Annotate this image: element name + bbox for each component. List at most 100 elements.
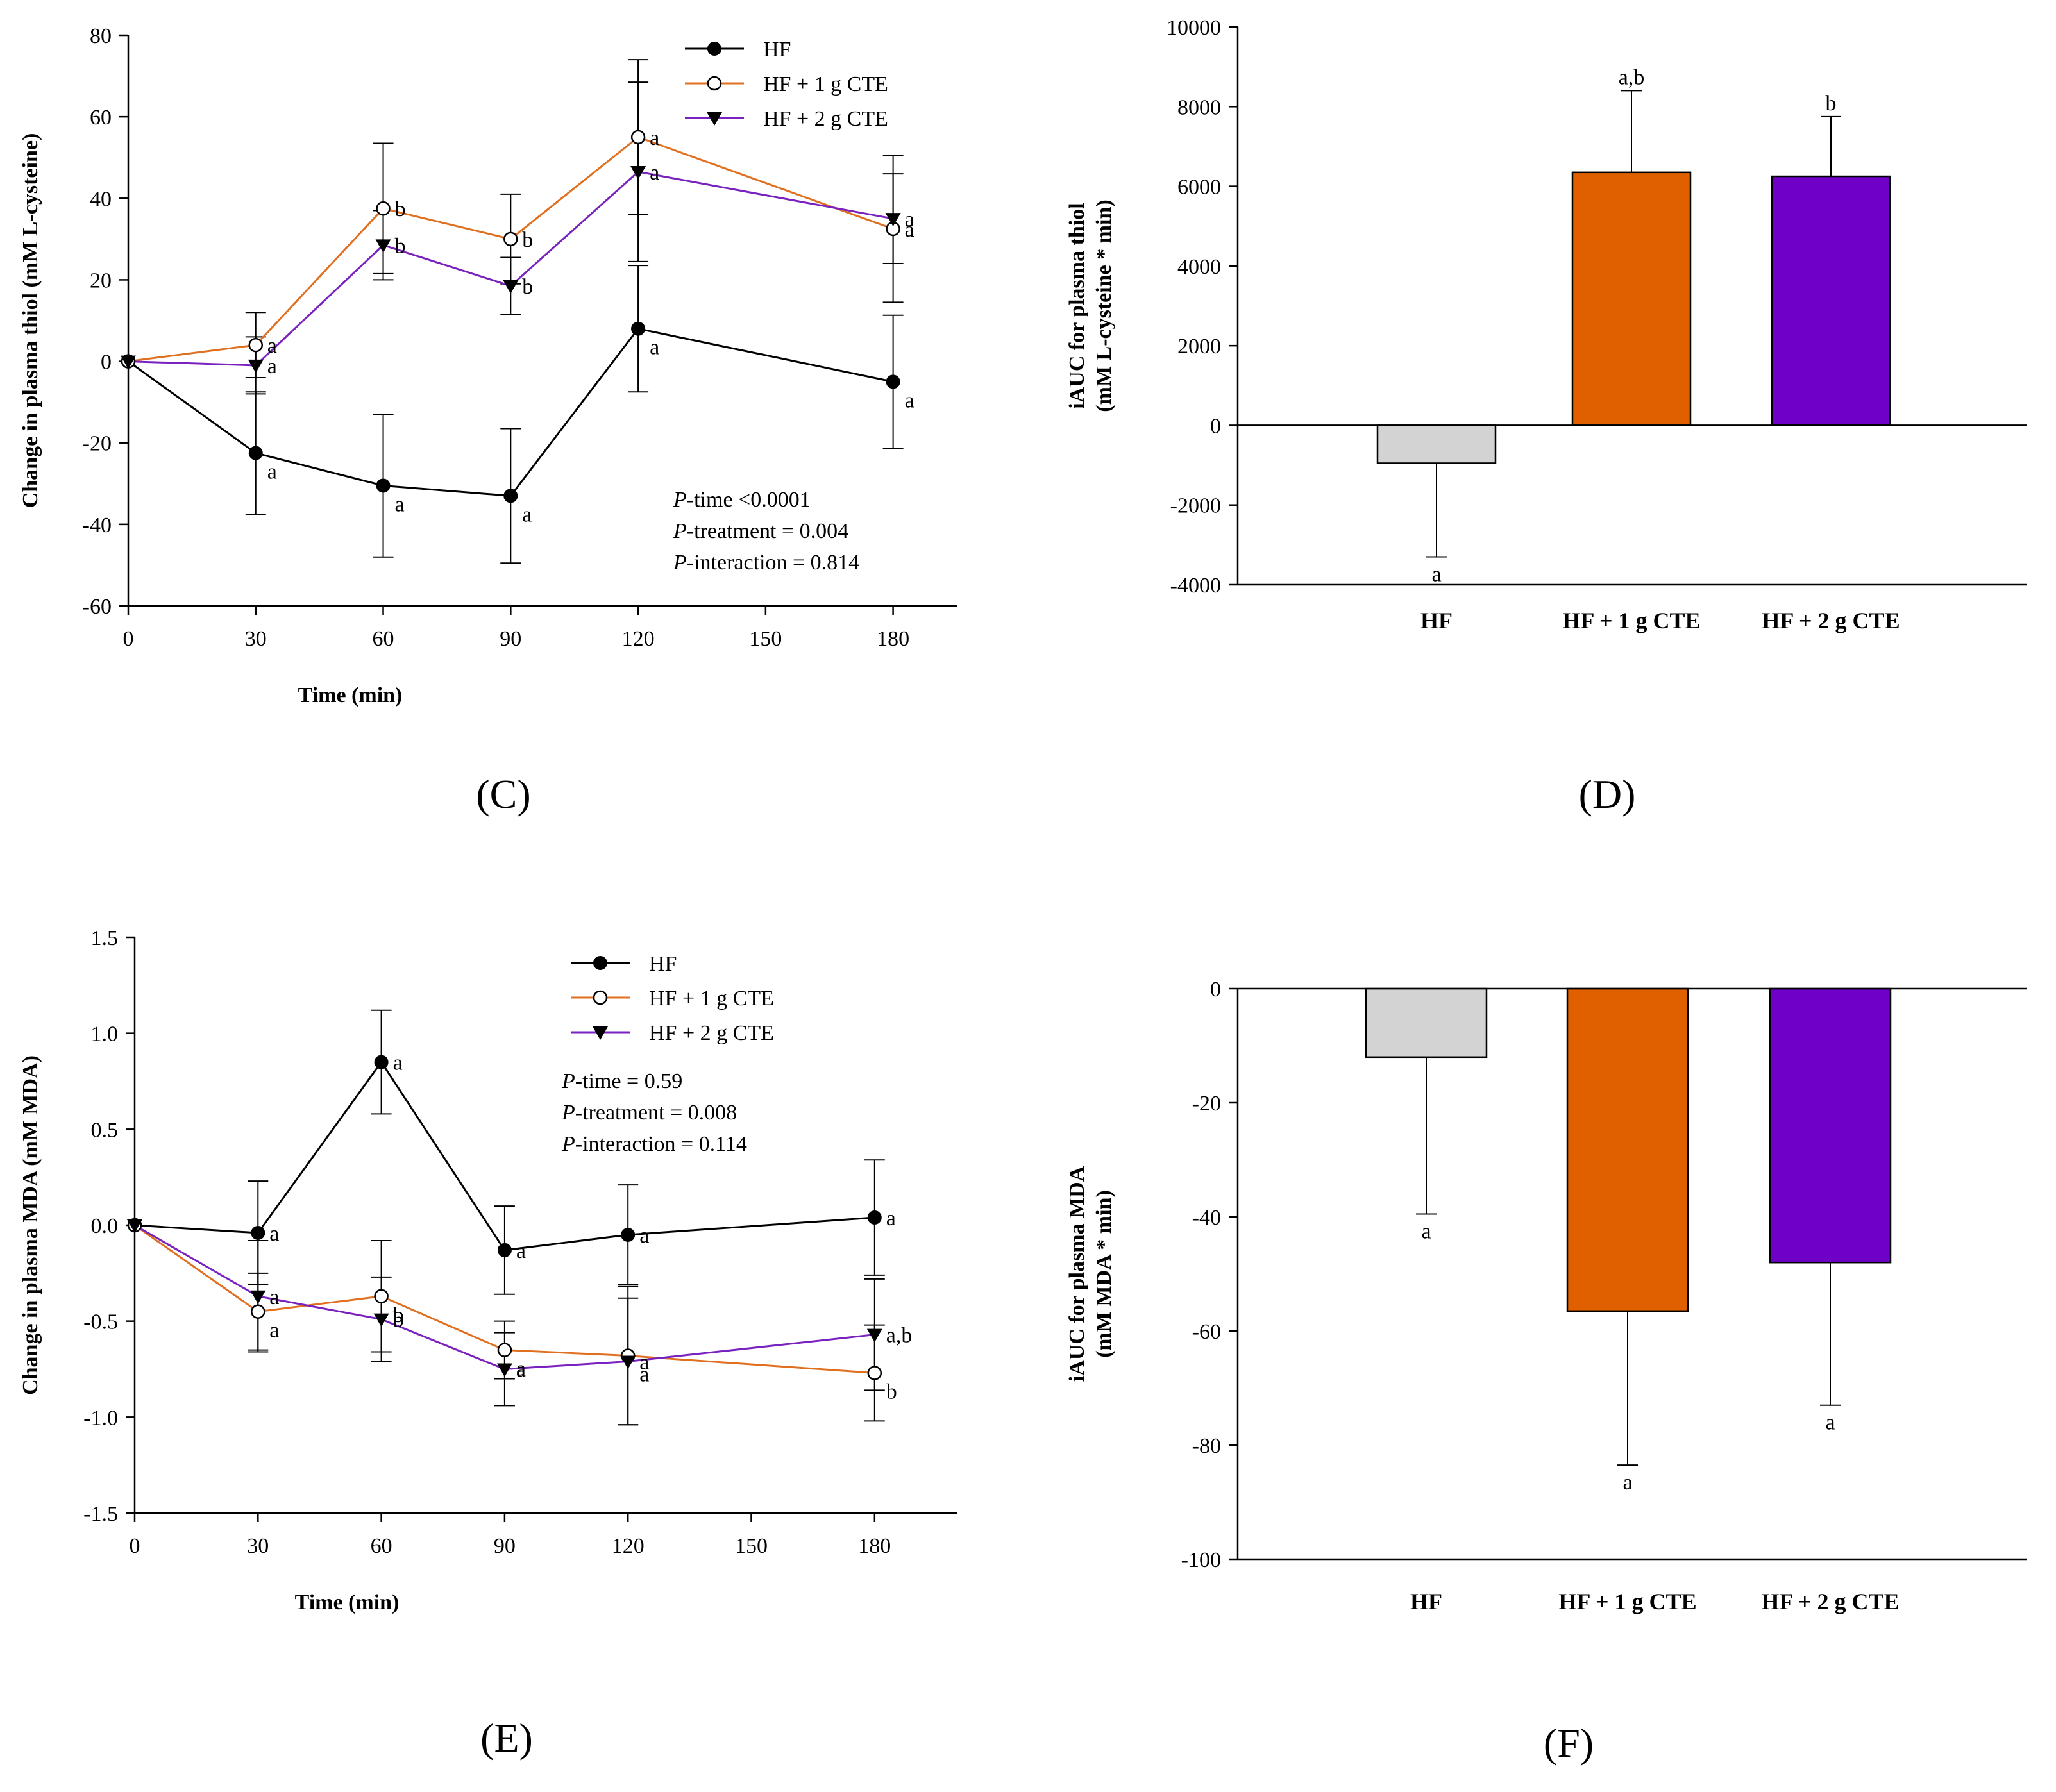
panel-e-series-hf-1-g-cte-significance-label: b (886, 1380, 897, 1403)
panel-d-y-axis-label: (mM L-cysteine * min) (1092, 199, 1116, 412)
panel-e-series-hf-point (867, 1210, 882, 1225)
panel-e-y-axis-label: Change in plasma MDA (mM MDA) (19, 1055, 42, 1395)
panel-c-series-hf-2-g-cte-point (248, 359, 264, 373)
panel-e-series-hf-2-g-cte-significance-label: a (516, 1359, 526, 1382)
panel-e-ytick-label: 1.5 (91, 926, 119, 950)
panel-e-ytick-label: -0.5 (83, 1311, 118, 1334)
panel-f-bar-error-hf (1416, 1057, 1437, 1215)
panel-d-category-label: HF (1420, 608, 1453, 633)
panel-c-series-hf-significance-label: a (267, 460, 277, 484)
panel-c-stat-text: P-interaction = 0.814 (673, 551, 859, 574)
panel-e-series-hf-1-g-cte-point (374, 1289, 389, 1304)
panel-e-xtick-label: 60 (371, 1534, 392, 1558)
panel-f-ytick-label: -80 (1192, 1434, 1221, 1458)
panel-e-series-hf-point (251, 1225, 265, 1240)
panel-d-category-label: HF + 1 g CTE (1562, 608, 1700, 633)
panel-c-xtick-label: 30 (245, 627, 267, 651)
panel-e-series-hf-2-g-cte-significance-label: a,b (886, 1324, 913, 1348)
panel-e-series-hf-2-g-cte-line (134, 1224, 875, 1371)
panel-f-ytick-label: -40 (1192, 1206, 1221, 1230)
panel-c-ytick-label: -20 (83, 432, 112, 456)
panel-f-ytick-label: -100 (1181, 1548, 1221, 1572)
panel-c-stat-p: P (673, 488, 687, 512)
panel-c-series-hf-point (248, 446, 263, 460)
panel-c-series-hf-point (631, 321, 646, 336)
panel-e-series-hf-significance-label: a (516, 1239, 526, 1263)
panel-c-series-hf-2-g-cte-significance-label: b (395, 234, 406, 258)
panel-c-stat-p: P (673, 519, 687, 543)
panel-e-legend-label: HF + 1 g CTE (649, 987, 774, 1010)
panel-c-series-hf-significance-label: a (395, 492, 405, 516)
panel-f-ytick-label: 0 (1210, 978, 1221, 1001)
panel-d-ytick-label: -2000 (1170, 494, 1221, 518)
panel-f-y-axis-label: (mM MDA * min) (1092, 1190, 1116, 1358)
panel-e-xtick-label: 0 (130, 1534, 140, 1558)
panel-e-series-hf-1-g-cte-significance-label: a (516, 1357, 526, 1381)
panel-e-series-hf-1-g-cte-line (134, 1224, 875, 1374)
panel-d-ytick-label: 8000 (1177, 96, 1221, 119)
panel-d-bar-hf (1376, 424, 1497, 464)
panel-f-bar-hf-1-g-cte (1566, 987, 1689, 1312)
panel-e-series-hf-significance-label: a (886, 1207, 896, 1230)
panel-f-bar-significance-label: a (1622, 1471, 1632, 1495)
panel-c-caption: (C) (476, 771, 530, 817)
panel-c-x-axis-label: Time (min) (298, 683, 403, 707)
panel-c-series-hf-2-g-cte-point (121, 355, 136, 369)
panel-f-caption: (F) (1544, 1720, 1594, 1766)
panel-e-series-hf-2-g-cte-point (127, 1219, 142, 1233)
panel-f-bar-hf-2-g-cte (1769, 987, 1892, 1264)
panel-c-ytick-label: 40 (90, 187, 112, 211)
panel-e-legend-label: HF (649, 952, 677, 976)
panel-f-y-axis-label: iAUC for plasma MDA (1065, 1166, 1089, 1382)
panel-e-stat-text: P-time = 0.59 (561, 1069, 682, 1093)
panel-e-series-hf-2-g-cte-point (866, 1328, 882, 1343)
panel-c-ytick-label: 0 (101, 351, 112, 374)
panel-d-bar-error-hf (1426, 463, 1447, 558)
panel-e-ytick-label: 0.5 (91, 1118, 119, 1142)
panel-e-series-hf-1-g-cte-point (251, 1304, 265, 1319)
panel-c-series-hf-1-g-cte-point (248, 337, 264, 353)
panel-c-series-hf-2-g-cte-line (128, 171, 893, 367)
panel-c-y-axis-label: Change in plasma thiol (mM L-cysteine) (19, 133, 42, 508)
panel-e-series-hf-point (374, 1055, 389, 1069)
panel-c-legend-marker (707, 42, 721, 56)
panel-e-stat-value: -treatment = 0.008 (575, 1101, 737, 1125)
panel-d-ytick-label: 0 (1210, 414, 1221, 438)
panel-d-bar-significance-label: a (1431, 563, 1441, 587)
panel-e-stat-value: -interaction = 0.114 (575, 1132, 747, 1156)
panel-f-ytick-label: -20 (1192, 1092, 1221, 1116)
panel-c-stat-p: P (673, 551, 687, 574)
panel-c-series-hf-significance-label: a (650, 336, 659, 360)
panel-f-bar-significance-label: a (1825, 1411, 1835, 1435)
panel-c-ytick-label: 20 (90, 269, 112, 292)
panel-c-series-hf-1-g-cte-significance-label: a (267, 334, 277, 358)
chart-e-plasma-mda-change: -1.5 -1.0 -0.5 0.0 0.5 1.0 1.5 0 30 60 90 120 150 180… (19, 926, 957, 1761)
chart-f-iauc-plasma-mda: -100 -80 -60 -40 -20 0 a HF a HF + 1 g CTE a HF + 2… (1065, 978, 2027, 1766)
panel-c-series-hf-2-g-cte-significance-label: a (905, 208, 914, 231)
panel-c-xtick-label: 150 (749, 627, 782, 651)
panel-d-bar-hf-1-g-cte (1571, 171, 1692, 426)
panel-e-series-hf-1-g-cte-significance-label: a (269, 1319, 279, 1343)
panel-d-bar-significance-label: a,b (1619, 65, 1645, 89)
panel-c-legend-marker (707, 112, 722, 126)
panel-e-xtick-label: 120 (612, 1534, 645, 1558)
panel-c-series-hf-2-g-cte-point (885, 213, 901, 227)
panel-e-series-hf-1-g-cte-significance-label: a (639, 1363, 649, 1387)
panel-c-xtick-label: 90 (500, 627, 521, 651)
panel-e-ytick-label: -1.5 (83, 1502, 118, 1526)
panel-e-legend-marker (593, 990, 608, 1005)
panel-c-xtick-label: 120 (622, 627, 655, 651)
panel-e-series-hf-point (621, 1227, 636, 1242)
panel-d-category-label: HF + 2 g CTE (1762, 608, 1900, 633)
panel-c-ytick-label: 80 (90, 24, 112, 48)
panel-c-stat-value: -time <0.0001 (687, 488, 811, 512)
panel-e-series-hf-2-g-cte-significance-label: a (639, 1351, 649, 1375)
panel-c-stat-text: P-time <0.0001 (673, 488, 811, 512)
panel-c-series-hf-point (886, 374, 900, 389)
panel-c-series-hf-2-g-cte-point (503, 280, 519, 294)
panel-e-stat-text: P-treatment = 0.008 (561, 1101, 737, 1125)
panel-e-legend-marker (593, 1026, 608, 1040)
panel-e-xtick-label: 150 (735, 1534, 768, 1558)
panel-d-ytick-label: 2000 (1177, 335, 1221, 358)
